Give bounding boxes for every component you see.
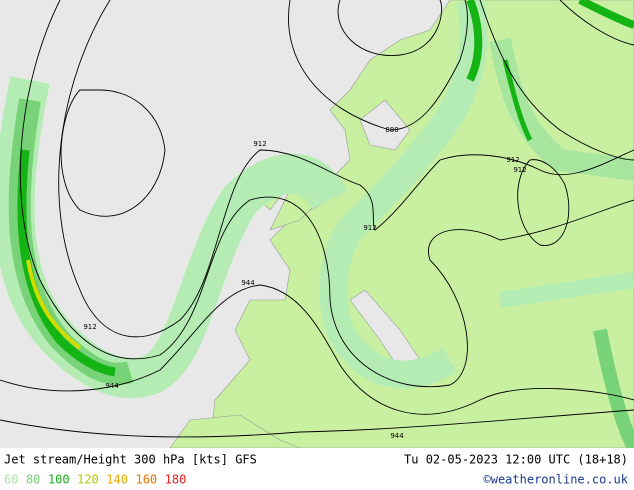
legend-label: 180 (165, 473, 187, 487)
legend-label: 60 (4, 473, 18, 487)
contour-label: 912 (513, 166, 526, 174)
contour-label: 912 (253, 140, 266, 148)
contour-label: 912 (363, 224, 376, 232)
legend: 60 80 100 120 140 160 180 (4, 473, 186, 487)
contour-label: 912 (506, 156, 519, 164)
footer (0, 448, 634, 490)
credit: ©weatheronline.co.uk (484, 473, 629, 487)
contour-label: 944 (390, 432, 404, 440)
height-contours (0, 0, 634, 438)
legend-label: 100 (48, 473, 70, 487)
legend-label: 80 (26, 473, 40, 487)
contour-labels: 880 912 912 912 912 912 944 944 944 (83, 126, 526, 440)
legend-label: 120 (77, 473, 99, 487)
legend-label: 140 (106, 473, 128, 487)
contour-label: 880 (385, 126, 398, 134)
legend-label: 160 (135, 473, 157, 487)
contour-label: 944 (241, 279, 255, 287)
contour-label: 912 (83, 323, 96, 331)
footer-datetime: Tu 02-05-2023 12:00 UTC (18+18) (404, 453, 628, 467)
footer-title: Jet stream/Height 300 hPa [kts] GFS (4, 453, 257, 467)
contour-label: 944 (105, 382, 119, 390)
